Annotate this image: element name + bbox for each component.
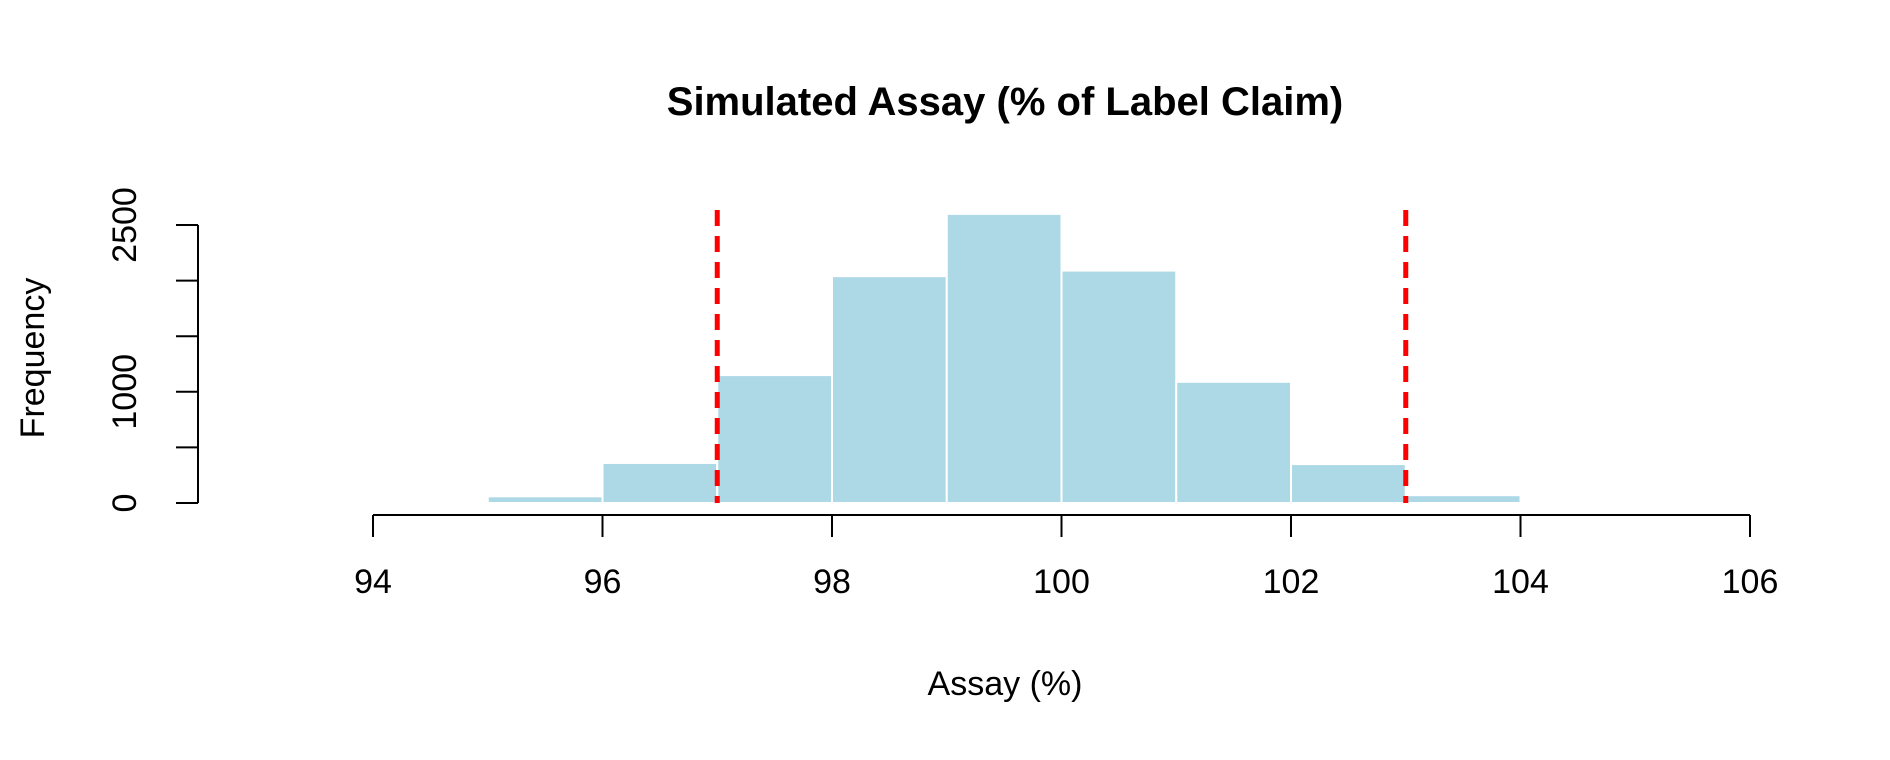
histogram-bar-5 — [1060, 269, 1178, 505]
y-axis-title: Frequency — [14, 278, 52, 439]
x-tick-label-1: 96 — [584, 563, 622, 601]
x-tick-label-3: 100 — [1033, 563, 1090, 601]
histogram-bar-6 — [1175, 380, 1292, 504]
histogram-bar-3 — [831, 275, 948, 505]
reference-lines-layer — [714, 210, 1409, 503]
x-tick-label-6: 106 — [1722, 563, 1779, 601]
y-tick-label-0: 0 — [106, 494, 144, 513]
x-tick-label-2: 98 — [813, 563, 851, 601]
histogram-bar-7 — [1290, 463, 1407, 504]
bars-layer — [486, 212, 1522, 505]
x-axis-title: Assay (%) — [928, 665, 1083, 703]
y-axis: 0 1000 2500 — [106, 187, 199, 513]
histogram-bar-0 — [486, 495, 604, 505]
histogram-bar-4 — [945, 212, 1063, 504]
histogram-bar-2 — [716, 374, 833, 504]
x-tick-label-0: 94 — [354, 563, 392, 601]
x-tick-label-5: 104 — [1492, 563, 1549, 601]
x-tick-label-4: 102 — [1263, 563, 1320, 601]
y-tick-label-1: 1000 — [106, 354, 144, 430]
histogram-bar-8 — [1404, 494, 1522, 505]
histogram-bar-1 — [601, 461, 719, 504]
x-axis: 94 96 98 100 102 104 106 — [354, 514, 1779, 601]
y-tick-label-2: 2500 — [106, 187, 144, 263]
chart-title: Simulated Assay (% of Label Claim) — [667, 80, 1343, 124]
